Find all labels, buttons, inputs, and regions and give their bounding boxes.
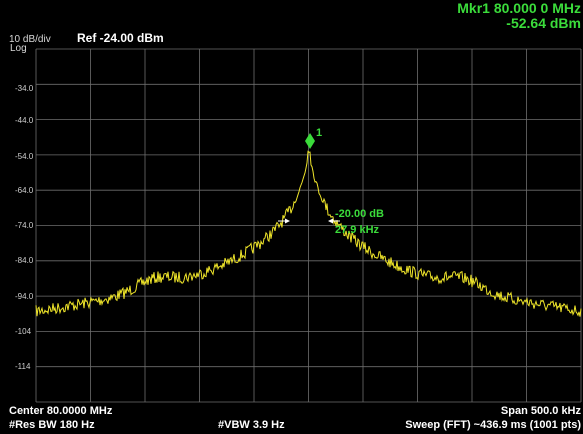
reference-level: Ref -24.00 dBm — [77, 31, 164, 45]
y-label: -74.0 — [15, 221, 34, 230]
sweep-info: Sweep (FFT) ~436.9 ms (1001 pts) — [405, 419, 581, 431]
delta-bandwidth-label: 27.9 kHz — [335, 224, 380, 236]
spectrum-trace — [35, 150, 582, 317]
y-label: -44.0 — [15, 116, 34, 125]
y-label: -84.0 — [15, 256, 34, 265]
marker-amplitude: -52.64 dBm — [506, 15, 581, 31]
y-label: -64.0 — [15, 186, 34, 195]
resolution-bandwidth: #Res BW 180 Hz — [9, 419, 95, 431]
y-label: -104 — [15, 327, 32, 336]
scale-per-division: 10 dB/div — [9, 34, 51, 45]
graticule — [35, 48, 582, 403]
marker-frequency: Mkr1 80.000 0 MHz — [457, 0, 581, 16]
marker-diamond-icon[interactable] — [305, 133, 315, 149]
scale-type: Log — [10, 43, 27, 54]
video-bandwidth: #VBW 3.9 Hz — [218, 419, 285, 431]
y-label: -114 — [15, 362, 31, 371]
delta-markers — [278, 218, 340, 224]
delta-db-label: -20.00 dB — [335, 208, 384, 220]
center-frequency: Center 80.0000 MHz — [9, 405, 113, 417]
marker-id-label: 1 — [316, 127, 322, 139]
y-label: -34.0 — [15, 84, 34, 93]
y-label: -94.0 — [15, 292, 34, 301]
y-label: -54.0 — [15, 152, 34, 161]
span: Span 500.0 kHz — [500, 405, 581, 417]
marker-readout: Mkr1 80.000 0 MHz -52.64 dBm — [457, 1, 581, 31]
